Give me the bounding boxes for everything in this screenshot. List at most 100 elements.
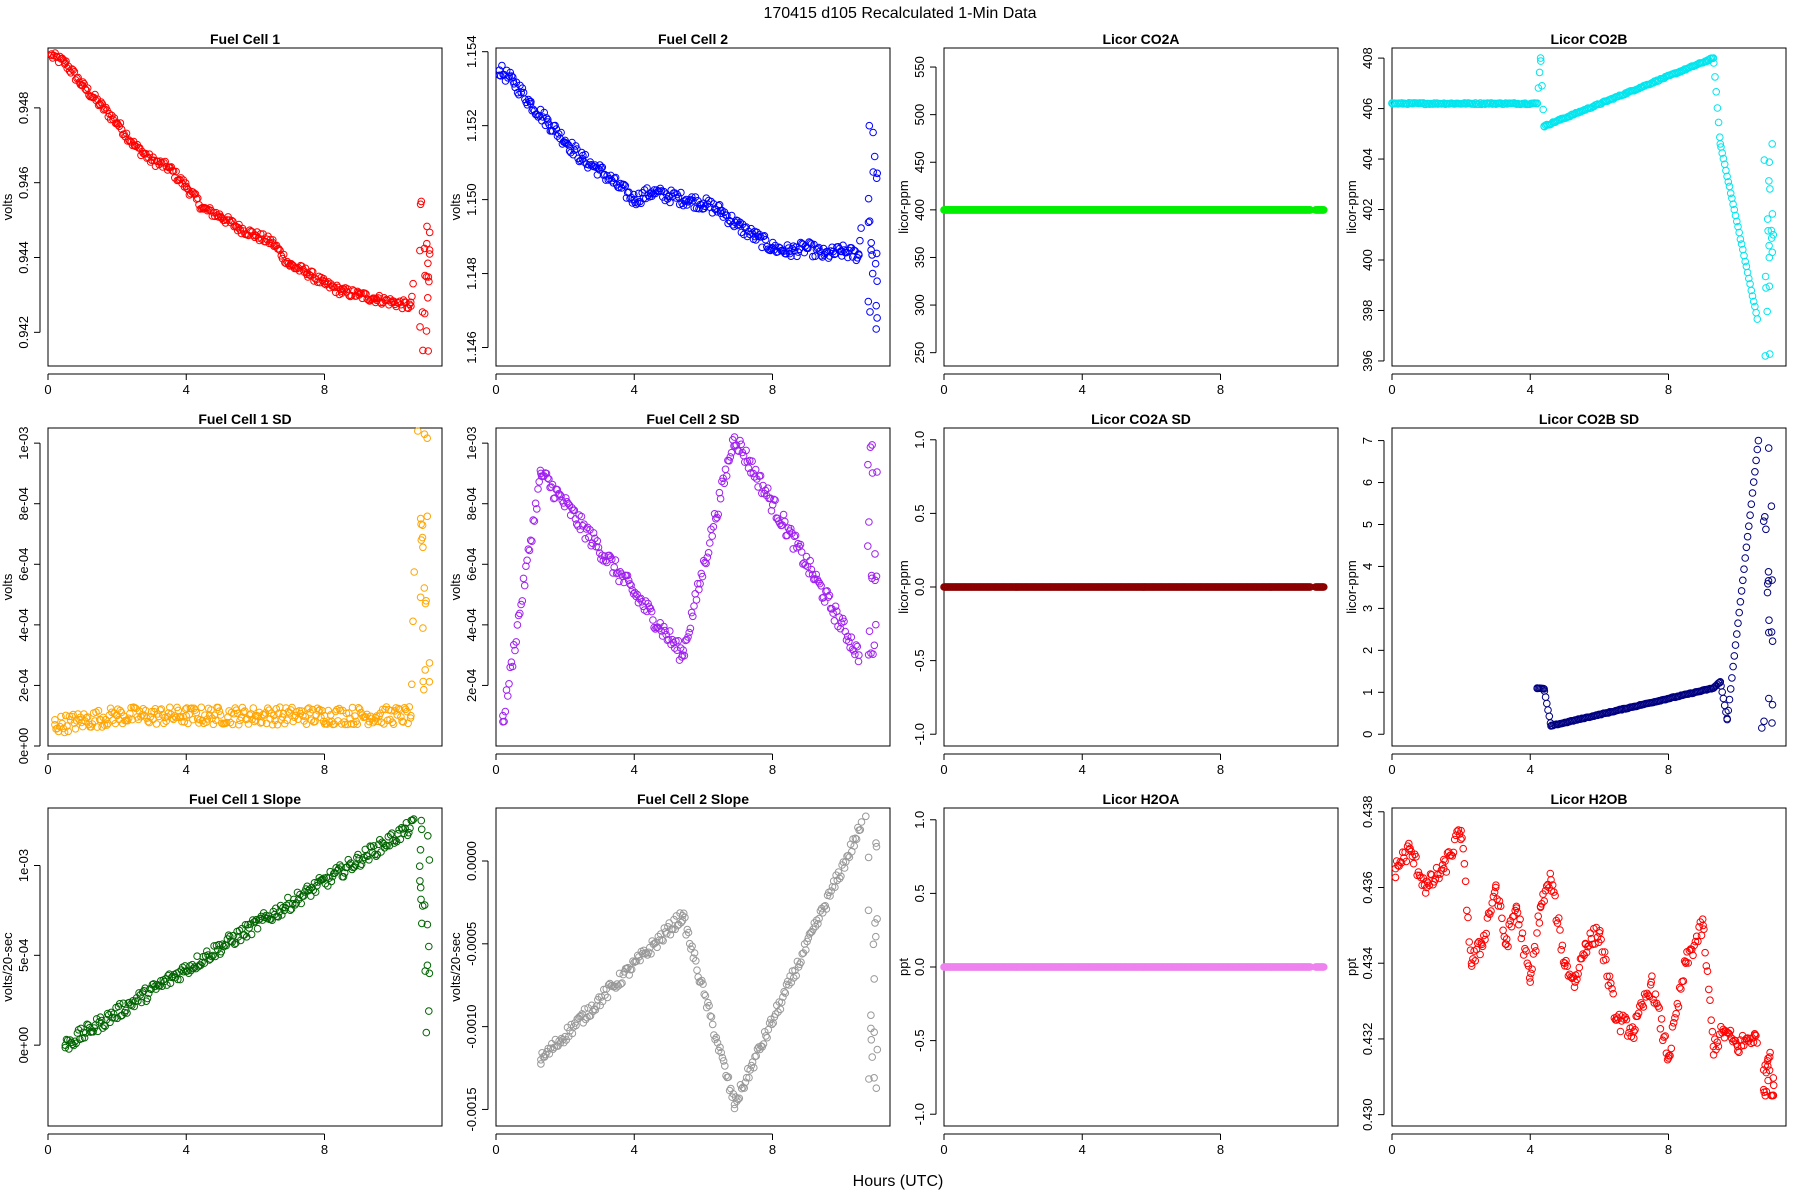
panel-8-point — [71, 1037, 79, 1046]
panel-5-point — [696, 579, 704, 588]
panel-7-point — [1760, 717, 1768, 726]
panel-4-ytick-label-0: 0e+00 — [16, 728, 31, 765]
panel-1-xtick-label-1: 4 — [631, 382, 638, 397]
panel-1-point — [598, 163, 607, 172]
panel-4-ytick-label-4: 8e-04 — [16, 487, 31, 520]
panel-0-point — [234, 223, 242, 232]
panel-5-point — [812, 570, 821, 579]
panel-1-point — [864, 218, 873, 227]
panel-7-point — [1748, 489, 1757, 497]
panel-11-point — [1707, 1016, 1715, 1025]
panel-7-point — [1729, 662, 1737, 671]
panel-1-point — [865, 121, 874, 130]
panel-1-point — [873, 169, 882, 178]
panel-4-point — [94, 706, 103, 715]
panel-0-point — [172, 167, 180, 176]
panel-4-point — [324, 706, 333, 715]
panel-0-point — [161, 157, 169, 166]
panel-3-ytick-label-4: 404 — [1360, 148, 1375, 170]
panel-0-point — [320, 279, 329, 288]
panel-0-point — [279, 250, 288, 259]
panel-6-ytick-label-3: 0.5 — [912, 504, 927, 522]
panel-3-point — [1537, 57, 1545, 65]
panel-5-point — [666, 627, 674, 635]
panel-4-point — [130, 703, 139, 712]
panel-5-point — [830, 617, 839, 625]
panel-3-point — [1710, 59, 1718, 67]
panel-6-ytick-label-0: -1.0 — [912, 723, 927, 745]
panel-4-point — [282, 704, 290, 712]
panel-5-point — [502, 686, 511, 694]
panel-4-point — [241, 707, 249, 715]
panel-3-point — [1520, 100, 1528, 108]
panel-5-point — [582, 525, 591, 533]
panel-4-point — [410, 568, 419, 576]
panel-4-point — [176, 713, 185, 721]
panel-5-point — [615, 577, 623, 586]
panel-9-point — [862, 812, 870, 821]
panel-5-point — [851, 650, 859, 659]
panel-4-ytick-label-2: 4e-04 — [16, 608, 31, 641]
panel-8-point — [193, 952, 201, 961]
panel-5-ytick-label-2: 6e-04 — [464, 548, 479, 581]
panel-7-ytick-label-5: 5 — [1360, 521, 1375, 528]
panel-5-point — [865, 518, 873, 526]
panel-6-ytick-label-1: -0.5 — [912, 649, 927, 671]
panel-5-point — [528, 537, 536, 546]
panel-1-point — [552, 125, 561, 133]
panel-1-point — [544, 115, 552, 124]
panel-5-point — [589, 529, 598, 537]
panel-0-point — [125, 136, 133, 144]
panel-9-frame — [495, 807, 891, 1127]
panel-1-point — [864, 194, 873, 203]
panel-4-point — [172, 713, 180, 722]
panel-5-point — [516, 609, 524, 618]
panel-5-point — [543, 474, 552, 483]
panel-5-point — [770, 495, 778, 504]
panel-4-point — [93, 723, 101, 731]
panel-5-point — [689, 612, 697, 621]
panel-4-point — [71, 725, 80, 733]
panel-3-point — [1747, 286, 1756, 295]
panel-10-ytick-label-2: 0.0 — [912, 958, 927, 976]
panel-8-point — [416, 883, 425, 892]
panel-8-point — [406, 824, 414, 833]
panel-5-point — [629, 590, 638, 598]
panel-0-point — [420, 309, 429, 318]
panel-0-point — [217, 212, 225, 221]
panel-11-point — [1705, 985, 1713, 994]
panel-7-point — [1751, 468, 1759, 476]
panel-11-point — [1391, 873, 1400, 882]
panel-1-xtick-label-0: 0 — [492, 382, 499, 397]
panel-5-point — [735, 447, 743, 456]
panel-5-title: Fuel Cell 2 SD — [646, 411, 739, 427]
panel-0-point — [423, 239, 431, 248]
panel-3-point — [1752, 308, 1760, 317]
panel-4-point — [235, 720, 243, 729]
panel-0-point — [406, 298, 415, 307]
panel-0-point — [165, 163, 173, 172]
panel-10-xtick-label-1: 4 — [1079, 1142, 1086, 1157]
panel-5-point — [864, 651, 873, 659]
panel-5-point — [524, 545, 533, 554]
panel-11-point — [1476, 950, 1484, 959]
panel-11-point — [1534, 912, 1542, 921]
panel-5-xtick-label-1: 4 — [631, 762, 638, 777]
panel-4-point — [421, 666, 430, 674]
panel-3-xtick-label-2: 8 — [1665, 382, 1672, 397]
panel-3-points — [1388, 54, 1778, 360]
panel-5-point — [808, 570, 817, 579]
panel-8-points — [61, 815, 434, 1053]
panel-0-point — [372, 294, 381, 303]
panel-5-point — [499, 718, 507, 726]
panel-0-point — [130, 141, 139, 150]
panel-4-point — [345, 709, 353, 717]
panel-4-point — [183, 704, 191, 712]
panel-8-xtick-label-0: 0 — [44, 1142, 51, 1157]
panel-7-frame — [1391, 427, 1787, 747]
panel-5-point — [771, 496, 779, 505]
panel-7-point — [1764, 568, 1773, 576]
panel-1-point — [820, 251, 829, 259]
